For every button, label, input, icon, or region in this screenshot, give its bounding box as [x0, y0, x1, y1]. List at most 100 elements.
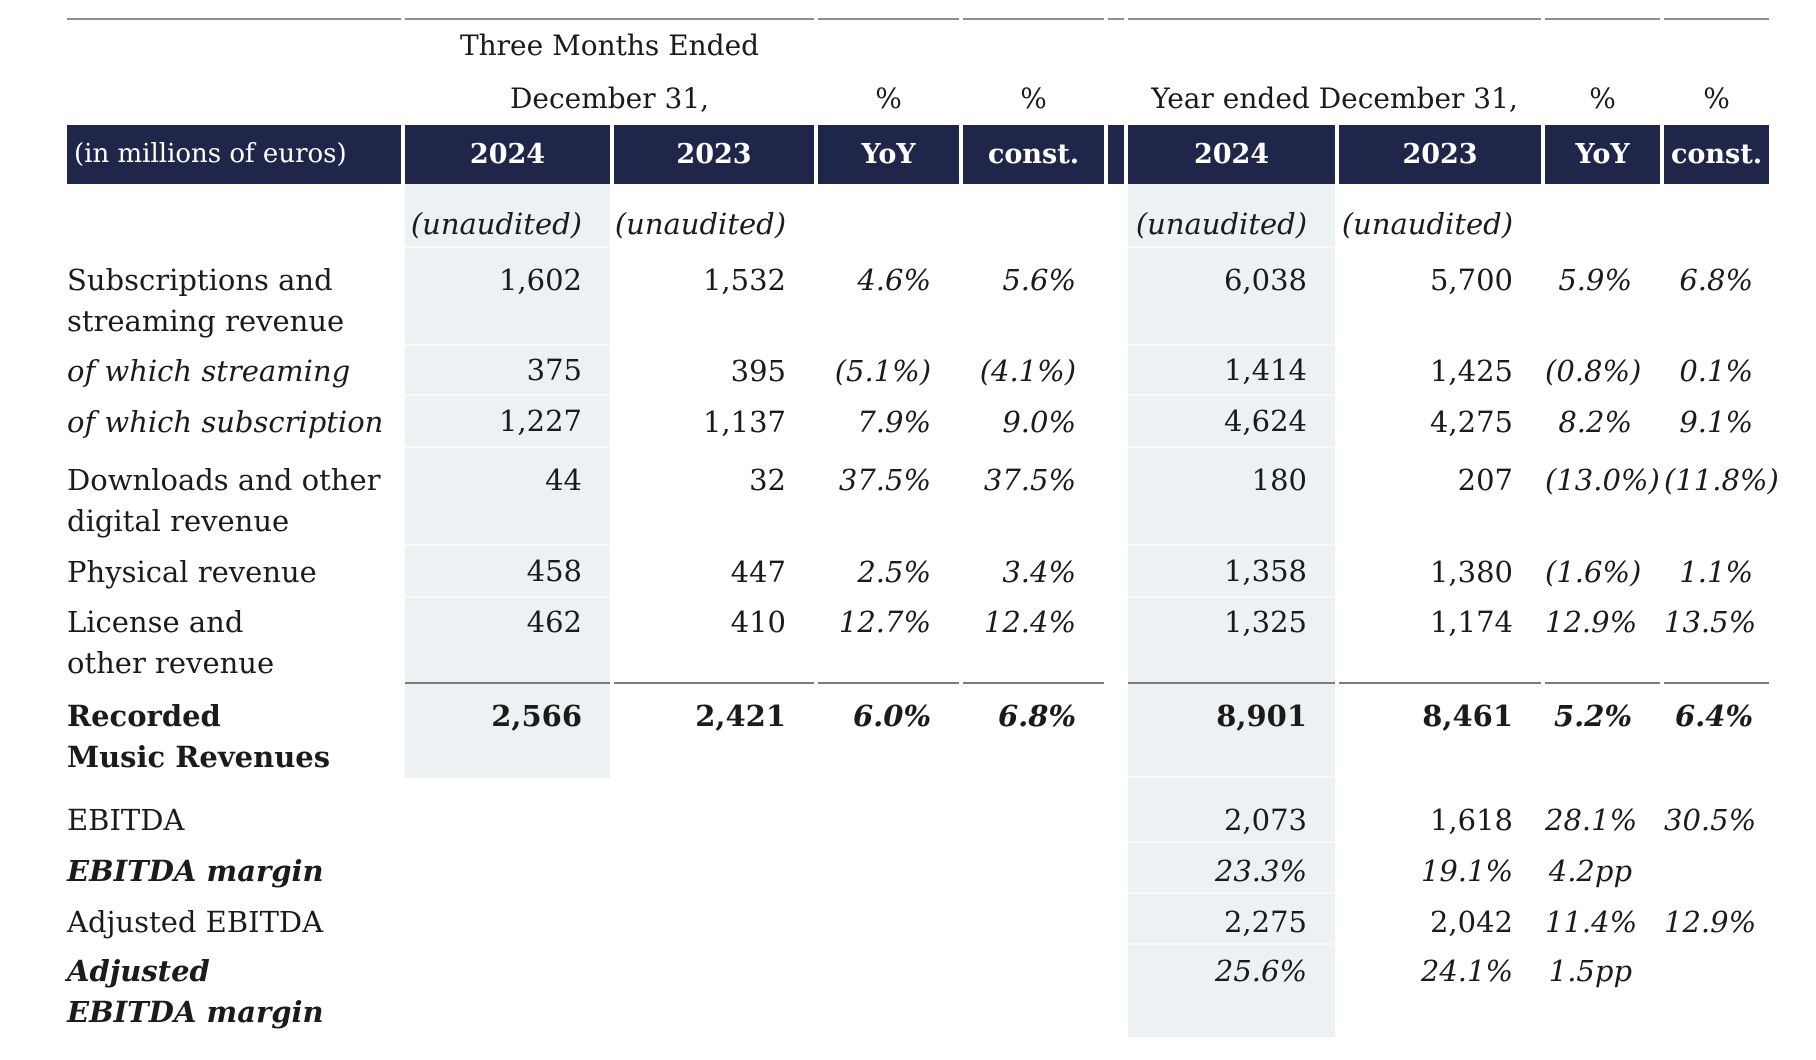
value-cell: 28.1% [1545, 803, 1638, 837]
column-gap [1108, 598, 1124, 684]
row-label: License and other revenue [67, 605, 275, 680]
value-cell: 23.3% [1128, 843, 1336, 894]
column-gap [1108, 71, 1124, 125]
value-cell [1545, 184, 1660, 248]
value-cell: 12.9% [1545, 598, 1661, 684]
value-cell: 6.8% [1679, 263, 1754, 297]
value-cell: 6,038 [1128, 248, 1336, 346]
percent-header: % [1020, 81, 1047, 115]
value-cell: 2,566 [405, 684, 610, 778]
table-row: of which subscription 1,227 1,137 7.9% 9… [67, 396, 1769, 448]
value-cell [1664, 843, 1769, 894]
column-header-2023-fy: 2023 [1339, 125, 1542, 184]
value-cell: 5.9% [1558, 263, 1633, 297]
value-cell [818, 894, 959, 945]
header-spacer [963, 18, 1105, 71]
column-gap [1108, 18, 1125, 71]
value-cell: 447 [730, 554, 787, 589]
row-label: Adjusted EBITDA margin [67, 954, 324, 1029]
value-cell: 2,275 [1128, 894, 1336, 945]
value-cell: 6.4% [1675, 699, 1754, 733]
totals-row: Recorded Music Revenues 2,566 2,421 6.0%… [67, 684, 1769, 778]
value-cell: 0.1% [1679, 353, 1754, 388]
row-label: Adjusted EBITDA [67, 905, 324, 939]
value-cell: 6.8% [998, 699, 1077, 733]
value-cell: 12.4% [963, 598, 1105, 684]
percent-header: % [875, 81, 902, 115]
row-label: Physical revenue [67, 554, 317, 589]
column-header-const-q: const. [963, 125, 1105, 184]
value-cell: 375 [405, 346, 610, 396]
table-row: Downloads and other digital revenue 44 3… [67, 448, 1779, 546]
header-spacer [1664, 18, 1770, 71]
value-cell [405, 778, 610, 843]
column-gap [1108, 945, 1124, 1037]
value-cell: 8,901 [1128, 684, 1336, 778]
unaudited-row: (unaudited) (unaudited) (unaudited) (una… [67, 184, 1769, 248]
value-cell: 1,532 [702, 263, 787, 297]
row-label: EBITDA [67, 803, 185, 837]
column-header-row: (in millions of euros) 2024 2023 YoY con… [67, 125, 1770, 184]
percent-header: % [1703, 81, 1730, 115]
value-cell: 25.6% [1128, 945, 1336, 1037]
table-row: EBITDA 2,073 1,618 28.1% 30.5% [67, 778, 1769, 843]
value-cell: 1,325 [1128, 598, 1336, 684]
value-cell: 8.2% [1558, 404, 1633, 439]
column-header-const-fy: const. [1664, 125, 1770, 184]
percent-header: % [1589, 81, 1616, 115]
value-cell [405, 843, 610, 894]
table-row: Physical revenue 458 447 2.5% 3.4% 1,358… [67, 546, 1769, 598]
value-cell: 37.5% [983, 463, 1077, 497]
value-cell: 458 [405, 546, 610, 598]
value-cell: 24.1% [1420, 954, 1514, 988]
value-cell: 4.6% [857, 263, 932, 297]
table-row: of which streaming 375 395 (5.1%) (4.1%)… [67, 346, 1769, 396]
value-cell: 1,137 [702, 404, 787, 439]
value-cell: 2.5% [857, 554, 932, 589]
value-cell [818, 184, 959, 248]
value-cell: 37.5% [838, 463, 932, 497]
header-spacer [67, 71, 401, 125]
value-cell: 1,425 [1429, 353, 1514, 388]
value-cell: 1,174 [1339, 598, 1542, 684]
column-gap [1108, 778, 1124, 843]
row-label: Downloads and other digital revenue [67, 463, 381, 538]
value-cell: 207 [1457, 463, 1514, 497]
header-spacer [818, 18, 960, 71]
column-gap [1108, 546, 1124, 598]
value-cell: 11.4% [1545, 905, 1638, 939]
column-header-yoy-fy: YoY [1545, 125, 1661, 184]
value-cell: 4,275 [1429, 404, 1514, 439]
value-cell: 410 [614, 598, 815, 684]
value-cell: 1,618 [1429, 803, 1514, 837]
value-cell: 6.0% [853, 699, 932, 733]
value-cell: 5,700 [1429, 263, 1514, 297]
value-cell: (1.6%) [1545, 554, 1642, 589]
value-cell: 2,042 [1429, 905, 1514, 939]
value-cell: 8,461 [1422, 699, 1514, 733]
units-header: (in millions of euros) [67, 125, 401, 184]
table-row: December 31, % % Year ended December 31,… [67, 71, 1769, 125]
value-cell [614, 945, 814, 1037]
value-cell: 32 [749, 463, 787, 497]
financial-results-table: Three Months Ended December 31, % % Year… [63, 18, 1779, 1037]
column-header-2024-q: 2024 [405, 125, 610, 184]
row-label: of which subscription [67, 404, 384, 439]
value-cell: 3.4% [1002, 554, 1077, 589]
row-label: Recorded Music Revenues [67, 699, 331, 774]
value-cell: 1,380 [1429, 554, 1514, 589]
value-cell [818, 945, 959, 1037]
value-cell [1664, 945, 1769, 1037]
value-cell: 1,358 [1128, 546, 1336, 598]
period-group-left-line2: December 31, [509, 81, 710, 115]
table-row: Three Months Ended [67, 18, 1770, 71]
column-gap [1108, 396, 1124, 448]
period-group-left-line1: Three Months Ended [405, 18, 815, 71]
value-cell: 5.2% [1554, 699, 1633, 733]
value-cell: 9.0% [1002, 404, 1077, 439]
value-cell: 4.2pp [1548, 854, 1633, 888]
value-cell [405, 945, 610, 1037]
column-gap [1108, 894, 1124, 945]
value-cell [963, 894, 1104, 945]
